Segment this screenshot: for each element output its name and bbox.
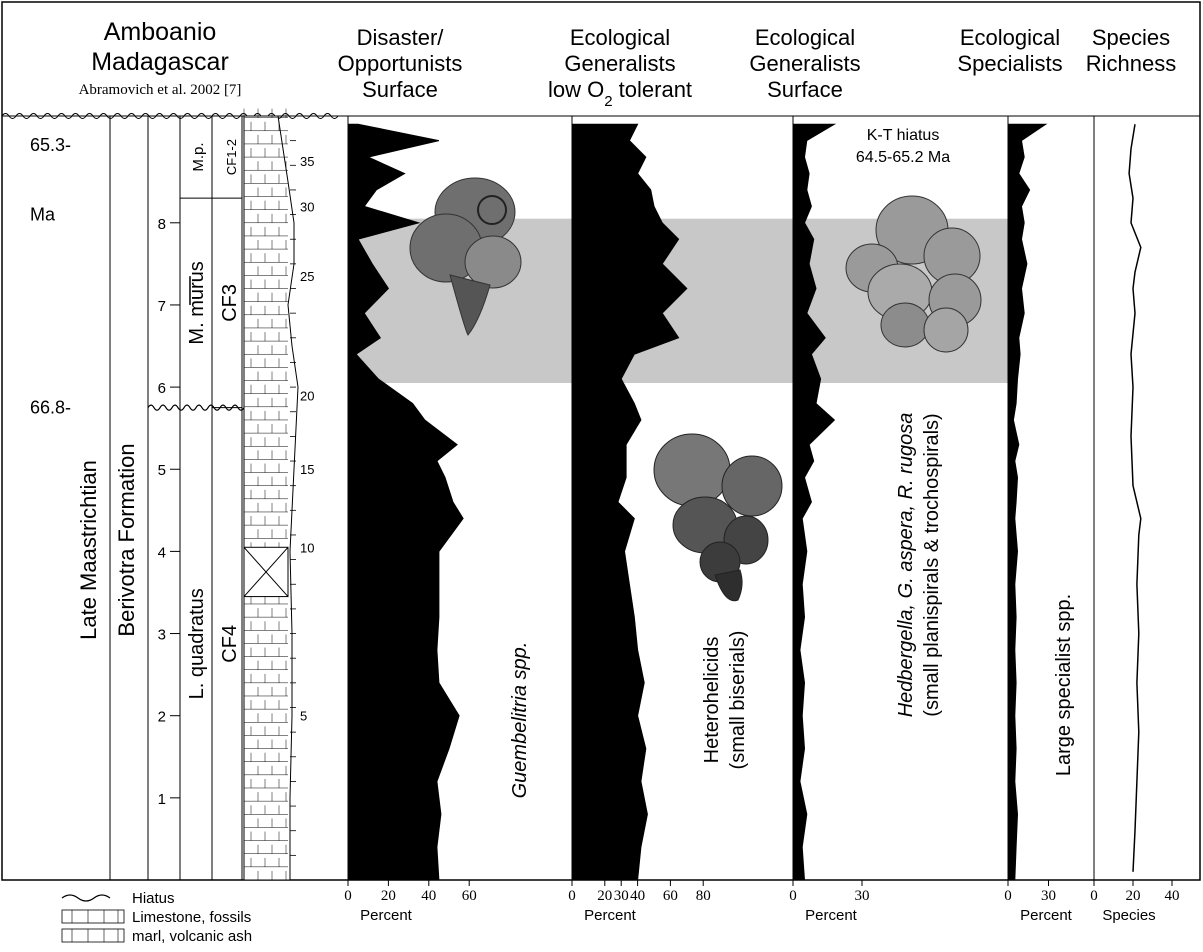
legend-symbol-limestone <box>61 909 125 924</box>
x-axis-label: Percent <box>1020 907 1073 924</box>
x-tick-label: 40 <box>1165 888 1180 904</box>
panel-title-line: Generalists <box>564 51 675 76</box>
area-series <box>1007 123 1048 881</box>
panel-title-line: low O2 tolerant <box>548 77 692 110</box>
legend-label: Limestone, fossils <box>132 909 251 926</box>
sample-label: 10 <box>300 540 314 555</box>
annotation-specialists: Large specialist spp. <box>1053 594 1075 776</box>
x-tick-label: 0 <box>344 888 352 904</box>
sample-label: 20 <box>300 388 314 403</box>
x-tick-label: 40 <box>630 888 645 904</box>
stage-label: Late Maastrichtian <box>76 460 101 640</box>
site-title: Amboanio <box>104 18 217 46</box>
meter-tick-label: 5 <box>158 462 166 479</box>
age-tick-label: Ma <box>30 205 56 225</box>
meter-axis: 1 2 3 4 5 6 7 8 <box>158 216 180 808</box>
citation: Abramovich et al. 2002 [7] <box>79 82 242 98</box>
sample-label: 25 <box>300 269 314 284</box>
x-tick-label: 0 <box>568 888 576 904</box>
meter-tick-label: 8 <box>158 216 166 233</box>
panel-title-line: Disaster/ <box>357 25 445 50</box>
annotation-guembelitria: Guembelitria spp. <box>509 642 531 799</box>
formation-label: Berivotra Formation <box>114 443 139 636</box>
panel-title-line: Surface <box>767 77 843 102</box>
age-axis: 65.3- Ma 66.8- <box>30 135 71 418</box>
biozone-label: CF4 <box>219 625 241 663</box>
meter-tick-label: 6 <box>158 380 166 397</box>
x-tick-label: 20 <box>597 888 612 904</box>
area-series <box>792 123 837 881</box>
panel-title-line: Species <box>1092 25 1170 50</box>
legend-symbol-marl <box>61 928 125 943</box>
panel-title-line: Generalists <box>749 51 860 76</box>
legend: Hiatus Limestone, fossils marl, volcanic a… <box>61 890 252 945</box>
x-tick-label: 20 <box>1126 888 1141 904</box>
annotation-heterohelicids-sub: (small biserials) <box>727 631 749 770</box>
x-tick-label: 60 <box>663 888 678 904</box>
hiatus-wave <box>147 404 245 411</box>
age-tick-label: 66.8- <box>30 398 71 418</box>
biozone-label: CF3 <box>219 284 241 322</box>
panel-title-line: Richness <box>1086 51 1176 76</box>
site-subtitle: Madagascar <box>91 48 229 76</box>
x-tick-label: 40 <box>421 888 436 904</box>
biozone-label: CF1-2 <box>224 139 239 175</box>
foram-illustration-hedbergella <box>845 195 982 353</box>
lithology-outline <box>243 115 299 881</box>
meter-tick-label: 1 <box>158 791 166 808</box>
sample-label: 30 <box>300 199 314 214</box>
x-axis-label: Percent <box>360 907 413 924</box>
legend-label: marl, volcanic ash <box>132 928 252 945</box>
x-axis-label: Species <box>1102 907 1155 924</box>
panel-title-line: Ecological <box>570 25 670 50</box>
panel-title-line: Ecological <box>755 25 855 50</box>
x-tick-label: 80 <box>696 888 711 904</box>
x-tick-label: 0 <box>1004 888 1012 904</box>
foram-illustration-guembelitria <box>409 177 522 336</box>
zone-label: M.p. <box>190 142 207 171</box>
x-axis-label: Percent <box>584 907 637 924</box>
covered-cross <box>243 546 289 597</box>
x-tick-label: 30 <box>1041 888 1056 904</box>
meter-tick-label: 3 <box>158 627 166 644</box>
age-tick-label: 65.3- <box>30 135 71 155</box>
x-tick-label: 20 <box>381 888 396 904</box>
hiatus-range-label: 64.5-65.2 Ma <box>856 149 950 166</box>
panel-title-line: Specialists <box>957 51 1062 76</box>
sample-label: 15 <box>300 462 314 477</box>
lithology-column: 5 10 15 20 25 30 35 <box>243 108 314 881</box>
panel-title-line: Opportunists <box>338 51 463 76</box>
zone-label: M. murus <box>186 261 208 344</box>
sample-label: 35 <box>300 154 314 169</box>
legend-symbol-wave <box>61 894 111 902</box>
x-tick-label: 30 <box>614 888 629 904</box>
legend-label: Hiatus <box>132 890 175 907</box>
area-series <box>571 123 688 881</box>
x-tick-label: 0 <box>1090 888 1098 904</box>
panel-title-line: Surface <box>362 77 438 102</box>
area-series <box>347 123 464 881</box>
x-tick-label: 60 <box>462 888 477 904</box>
line-series <box>1128 124 1142 872</box>
annotation-hedbergella-sub: (small planispirals & trochospirals) <box>921 413 943 716</box>
hiatus-label: K-T hiatus <box>867 127 940 144</box>
foram-illustration-heterohelicid <box>653 433 783 602</box>
annotation-hedbergella: Hedbergella, G. aspera, R. rugosa <box>895 413 917 718</box>
x-tick-label: 30 <box>855 888 870 904</box>
top-wave <box>1 113 339 119</box>
sample-label: 5 <box>300 709 307 724</box>
annotation-heterohelicids: Heterohelicids <box>701 637 723 764</box>
meter-tick-label: 7 <box>158 298 166 315</box>
panel-titles: Disaster/OpportunistsSurfaceEcologicalGe… <box>338 25 1177 110</box>
zone-label: L. quadratus <box>186 588 208 699</box>
meter-tick-label: 2 <box>158 709 166 726</box>
panel-title-line: Ecological <box>960 25 1060 50</box>
x-axis-label: Percent <box>805 907 858 924</box>
meter-tick-label: 4 <box>158 544 166 561</box>
stratigraphic-columns: Late Maastrichtian Berivotra Formation L… <box>1 113 339 880</box>
x-tick-label: 0 <box>789 888 797 904</box>
